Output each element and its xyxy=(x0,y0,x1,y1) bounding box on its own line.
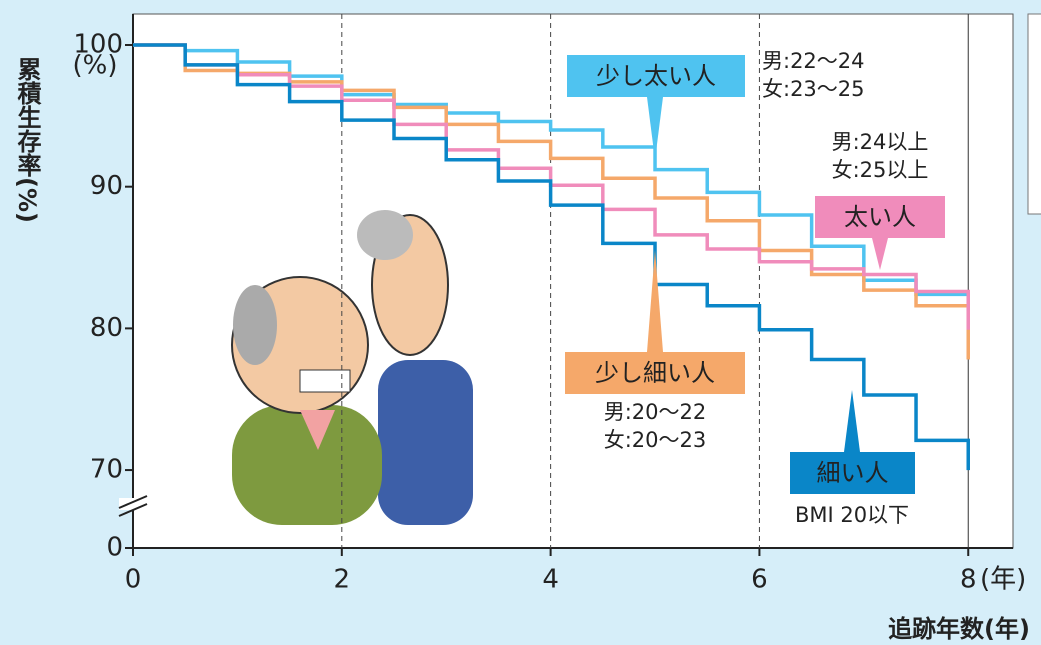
callout-box xyxy=(565,352,745,394)
callout-pointer xyxy=(844,390,860,452)
x-axis-label: 追跡年数(年) xyxy=(888,615,1030,643)
x-tick-label: 2 xyxy=(334,565,351,595)
y-unit: (%) xyxy=(73,51,118,81)
callout-pointer xyxy=(647,250,663,352)
bmi-note: BMI 20以下 xyxy=(795,503,909,527)
axis-break xyxy=(118,495,148,509)
x-tick-label: 0 xyxy=(125,565,142,595)
bmi-note: 女:25以上 xyxy=(832,158,929,182)
callout-pointer xyxy=(872,238,888,270)
y-tick-label: 0 xyxy=(106,533,123,563)
legend-label: 細い人 xyxy=(817,459,889,487)
legend-label: 少し太い人 xyxy=(596,62,716,90)
callout-pointer xyxy=(647,97,663,160)
bmi-note: 女:23〜25 xyxy=(762,77,865,101)
survival-line xyxy=(133,43,970,471)
x-tick-label: 8 xyxy=(960,565,977,595)
x-unit: (年) xyxy=(980,565,1026,595)
axis-break xyxy=(119,498,147,510)
x-tick-label: 6 xyxy=(751,565,768,595)
bmi-note: 女:20〜23 xyxy=(604,428,707,452)
bmi-note: 男:24以上 xyxy=(832,130,929,154)
legend-label: 太い人 xyxy=(844,203,916,231)
callout-box xyxy=(790,452,915,494)
bmi-note: 男:20〜22 xyxy=(604,400,707,424)
bmi-note: 男:22〜24 xyxy=(762,49,865,73)
legend-label: 少し細い人 xyxy=(595,359,715,387)
callout-box xyxy=(815,196,945,238)
illustration xyxy=(231,210,473,525)
y-tick-label: 80 xyxy=(90,313,123,343)
x-tick-label: 4 xyxy=(542,565,559,595)
y-tick-label: 70 xyxy=(90,455,123,485)
y-tick-label: 90 xyxy=(90,171,123,201)
y-tick-label: 100 xyxy=(73,30,123,60)
side-panel xyxy=(1027,13,1041,215)
callout-box xyxy=(567,55,745,97)
axis-break xyxy=(118,503,148,517)
y-axis-label: 累積生存率(%) xyxy=(13,57,41,223)
survival-line xyxy=(133,43,970,312)
